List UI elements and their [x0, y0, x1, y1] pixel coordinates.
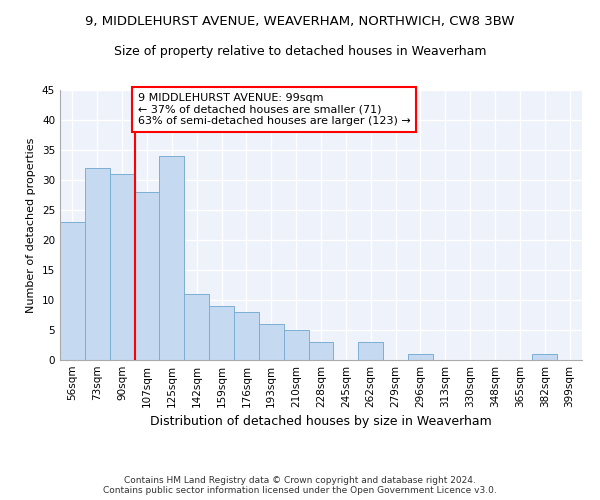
- Bar: [358, 342, 383, 360]
- Text: Size of property relative to detached houses in Weaverham: Size of property relative to detached ho…: [114, 45, 486, 58]
- Y-axis label: Number of detached properties: Number of detached properties: [26, 138, 37, 312]
- Bar: [110, 174, 134, 360]
- Bar: [532, 354, 557, 360]
- Text: Contains HM Land Registry data © Crown copyright and database right 2024.
Contai: Contains HM Land Registry data © Crown c…: [103, 476, 497, 495]
- Bar: [160, 156, 184, 360]
- Bar: [284, 330, 308, 360]
- Bar: [184, 294, 209, 360]
- X-axis label: Distribution of detached houses by size in Weaverham: Distribution of detached houses by size …: [150, 416, 492, 428]
- Bar: [308, 342, 334, 360]
- Text: 9, MIDDLEHURST AVENUE, WEAVERHAM, NORTHWICH, CW8 3BW: 9, MIDDLEHURST AVENUE, WEAVERHAM, NORTHW…: [85, 15, 515, 28]
- Bar: [60, 222, 85, 360]
- Text: 9 MIDDLEHURST AVENUE: 99sqm
← 37% of detached houses are smaller (71)
63% of sem: 9 MIDDLEHURST AVENUE: 99sqm ← 37% of det…: [137, 93, 410, 126]
- Bar: [259, 324, 284, 360]
- Bar: [408, 354, 433, 360]
- Bar: [209, 306, 234, 360]
- Bar: [234, 312, 259, 360]
- Bar: [85, 168, 110, 360]
- Bar: [134, 192, 160, 360]
